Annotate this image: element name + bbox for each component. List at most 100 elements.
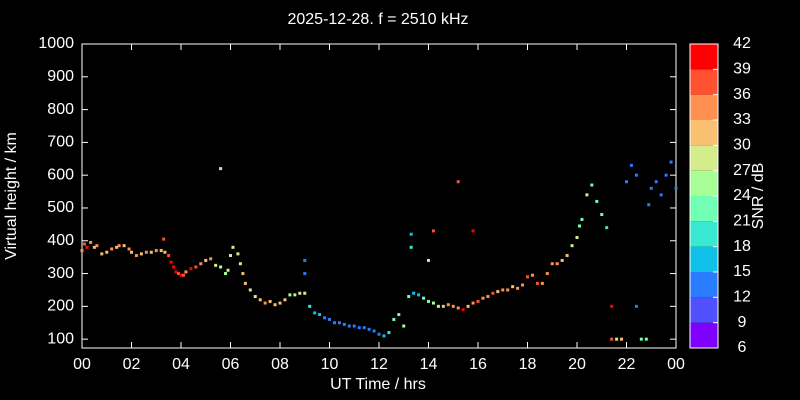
data-point — [219, 167, 223, 171]
data-point — [422, 296, 426, 300]
data-point — [209, 257, 213, 261]
data-point — [486, 295, 490, 299]
colorbar-tick-label: 9 — [738, 314, 747, 331]
data-point — [362, 326, 366, 330]
data-point — [615, 337, 619, 341]
y-tick-label: 300 — [47, 265, 74, 282]
data-point — [117, 244, 121, 248]
data-point — [308, 304, 312, 308]
data-point — [318, 313, 322, 317]
data-point — [278, 301, 282, 305]
data-point — [174, 270, 178, 274]
x-tick-label: 06 — [222, 356, 240, 373]
y-tick-label: 1000 — [38, 35, 74, 52]
colorbar-swatch — [690, 69, 718, 95]
data-point — [491, 291, 495, 295]
x-tick-label: 04 — [172, 356, 190, 373]
colorbar-tick-label: 33 — [733, 111, 751, 128]
colorbar-swatch — [690, 322, 718, 348]
x-tick-label: 00 — [667, 356, 685, 373]
data-point — [382, 334, 386, 338]
data-point — [417, 293, 421, 297]
data-point — [179, 273, 183, 277]
data-point — [407, 295, 411, 299]
colorbar-tick-label: 27 — [733, 162, 751, 179]
data-point — [377, 332, 381, 336]
data-point — [456, 306, 460, 310]
data-point — [194, 265, 198, 269]
data-point — [610, 304, 614, 308]
data-point — [461, 308, 465, 312]
data-point — [224, 272, 228, 276]
data-point — [332, 321, 336, 325]
data-point — [530, 273, 534, 277]
colorbar-tick-label: 18 — [733, 238, 751, 255]
data-point — [466, 304, 470, 308]
data-point — [550, 262, 554, 266]
data-point — [560, 258, 564, 262]
data-point — [669, 160, 673, 164]
data-point — [427, 258, 430, 262]
data-point — [476, 299, 480, 303]
x-tick-label: 14 — [420, 356, 438, 373]
x-tick-label: 22 — [618, 356, 636, 373]
data-point — [605, 226, 609, 230]
data-point — [575, 235, 579, 239]
data-point — [521, 283, 525, 287]
data-point — [595, 199, 599, 203]
colorbar-tick-label: 24 — [733, 187, 751, 204]
data-point — [392, 317, 396, 321]
data-point — [436, 304, 440, 308]
colorbar-label: SNR / dB — [750, 163, 767, 230]
data-point — [231, 245, 235, 249]
data-point — [115, 245, 119, 249]
data-point — [352, 324, 356, 328]
data-point — [535, 281, 539, 285]
data-point — [82, 242, 86, 246]
data-point — [496, 290, 500, 294]
data-point — [149, 250, 153, 254]
data-point — [526, 275, 529, 279]
colorbar-tick-label: 39 — [733, 61, 751, 78]
data-point — [154, 249, 158, 253]
data-point — [634, 173, 638, 177]
colorbar-tick-label: 36 — [733, 86, 751, 103]
y-tick-label: 200 — [47, 298, 74, 315]
data-point — [293, 293, 297, 297]
colorbar-tick-label: 42 — [733, 35, 751, 52]
data-point — [268, 299, 272, 303]
y-tick-label: 500 — [47, 199, 74, 216]
data-point — [163, 250, 167, 254]
data-point — [471, 229, 475, 233]
data-point — [219, 265, 223, 269]
data-point — [427, 299, 430, 303]
data-point — [273, 303, 277, 307]
data-point — [323, 316, 327, 320]
data-point — [565, 254, 569, 258]
colorbar-tick-label: 21 — [733, 213, 751, 230]
data-point — [431, 229, 435, 233]
data-point — [580, 217, 584, 221]
data-point — [177, 272, 181, 276]
data-point — [85, 245, 89, 249]
data-point — [248, 288, 252, 292]
data-point — [238, 262, 242, 266]
data-point — [471, 301, 475, 305]
data-point — [229, 254, 232, 258]
data-point — [367, 327, 371, 331]
data-point — [204, 258, 208, 262]
colorbar-swatch — [690, 246, 718, 272]
data-point — [412, 291, 416, 295]
y-tick-label: 700 — [47, 134, 74, 151]
y-axis-label: Virtual height / km — [3, 132, 20, 260]
colorbar-swatch — [690, 120, 718, 146]
data-point — [357, 326, 361, 330]
x-tick-label: 00 — [73, 356, 91, 373]
x-axis-label: UT Time / hrs — [330, 376, 426, 393]
data-point — [625, 180, 628, 184]
data-point — [162, 237, 166, 241]
colorbar-tick-label: 30 — [733, 137, 751, 154]
y-tick-label: 800 — [47, 101, 74, 118]
data-point — [456, 180, 460, 184]
